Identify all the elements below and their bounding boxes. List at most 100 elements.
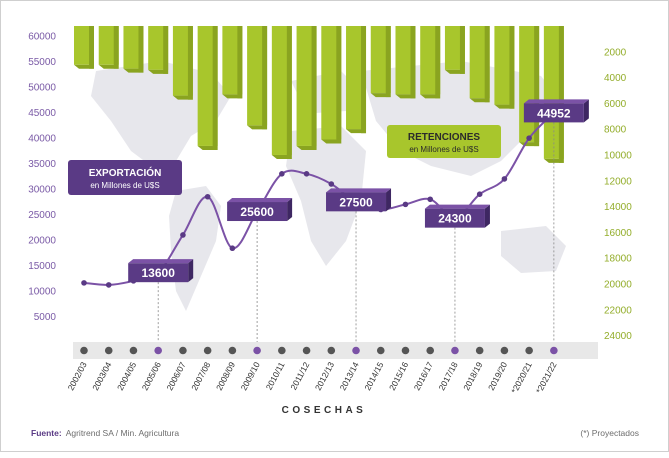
retenciones-bar-tip: [444, 69, 465, 74]
value-label-text: 13600: [142, 266, 176, 280]
retenciones-bars: [74, 26, 564, 163]
category-label: 2016/17: [412, 360, 435, 392]
category-band: [73, 342, 598, 359]
retenciones-bar-shade: [138, 26, 144, 73]
category-label: 2013/14: [338, 360, 361, 392]
value-label-top: [128, 259, 194, 264]
value-label-box: [523, 103, 584, 123]
category-dot: [203, 346, 212, 355]
retenciones-bar-shade: [212, 26, 218, 150]
category-dot: [154, 346, 162, 355]
right-axis-tick-label: 4000: [604, 73, 627, 84]
category-dot: [376, 346, 385, 355]
value-label-text: 27500: [339, 195, 373, 209]
category-label: 2019/20: [486, 360, 509, 392]
category-dot: [426, 346, 435, 355]
exportacion-point: [229, 245, 236, 252]
value-label-box: [326, 192, 387, 212]
exportacion-point: [279, 171, 285, 177]
category-label: *2021/22: [534, 360, 559, 395]
category-label: 2008/09: [214, 360, 237, 392]
left-axis-tick-label: 50000: [28, 83, 56, 94]
category-dot: [327, 346, 336, 355]
exportacion-point: [328, 181, 335, 187]
legend-retenciones-title: RETENCIONES: [408, 132, 481, 143]
category-dot: [475, 346, 484, 355]
right-axis-tick-label: 14000: [604, 202, 632, 213]
retenciones-bar-shade: [558, 26, 564, 163]
exportacion-point: [81, 280, 87, 286]
category-label: 2011/12: [288, 360, 311, 392]
value-label: 24300: [424, 204, 490, 228]
left-axis-tick-label: 20000: [28, 236, 56, 247]
category-dot: [525, 346, 533, 355]
right-axis-tick-label: 2000: [604, 47, 627, 58]
retenciones-bar-tip: [222, 94, 243, 99]
value-label-top: [523, 99, 589, 104]
category-dot: [129, 346, 138, 355]
footer-source: Fuente: Agritrend SA / Min. Agricultura: [31, 428, 179, 438]
left-axis-tick-label: 35000: [28, 159, 56, 170]
category-dot: [352, 346, 360, 355]
retenciones-bar-shade: [286, 26, 292, 159]
category-dot: [302, 346, 311, 355]
value-label-side: [583, 99, 589, 123]
value-label: 44952: [523, 99, 589, 123]
category-dot: [550, 346, 558, 355]
category-dot: [253, 346, 261, 355]
retenciones-bar-tip: [469, 98, 490, 103]
retenciones-bar-shade: [509, 26, 515, 109]
category-dot: [228, 346, 237, 355]
category-label: *2020/21: [509, 360, 534, 395]
right-axis-tick-label: 12000: [604, 176, 632, 187]
category-label: 2003/04: [90, 360, 113, 392]
value-label-top: [326, 188, 392, 193]
footer-source-label: Fuente:: [31, 428, 62, 438]
retenciones-bar-shade: [410, 26, 416, 99]
retenciones-bar-tip: [247, 125, 268, 130]
category-label: 2010/11: [264, 360, 287, 392]
category-dot: [278, 346, 286, 355]
left-axis-tick-label: 45000: [28, 108, 56, 119]
category-label: 2014/15: [362, 360, 385, 392]
retenciones-bar-tip: [395, 94, 416, 99]
x-axis-title: COSECHAS: [282, 405, 367, 416]
value-label: 25600: [227, 198, 293, 222]
value-label-text: 25600: [240, 205, 274, 219]
retenciones-bar-shade: [187, 26, 193, 100]
category-label: 2005/06: [140, 360, 163, 392]
left-axis-tick-label: 60000: [28, 32, 56, 43]
category-dot: [500, 346, 509, 355]
exportacion-point: [526, 135, 532, 141]
right-axis-tick-label: 6000: [604, 99, 627, 110]
right-axis-tick-label: 22000: [604, 305, 632, 316]
retenciones-bar-tip: [543, 158, 564, 163]
left-axis-tick-label: 25000: [28, 210, 56, 221]
category-label: 2018/19: [461, 360, 484, 392]
retenciones-bar-shade: [534, 26, 540, 147]
value-label: 27500: [326, 188, 392, 212]
legend-retenciones-box: [387, 125, 501, 158]
left-axis-tick-label: 55000: [28, 57, 56, 68]
retenciones-bar-shade: [336, 26, 342, 144]
retenciones-bar-tip: [494, 104, 515, 109]
right-axis-tick-label: 10000: [604, 150, 632, 161]
category-label: 2002/03: [66, 360, 89, 392]
category-label: 2012/13: [313, 360, 336, 392]
category-dot: [80, 346, 88, 355]
retenciones-bar-shade: [237, 26, 243, 99]
exportacion-point: [501, 176, 508, 182]
right-axis-tick-label: 16000: [604, 228, 632, 239]
footer-note: (*) Proyectados: [580, 428, 639, 438]
exportacion-point: [180, 232, 186, 238]
left-axis-tick-label: 15000: [28, 261, 56, 272]
value-label-side: [386, 188, 392, 212]
retenciones-bar: [123, 26, 144, 69]
left-axis-tick-label: 10000: [28, 287, 56, 298]
retenciones-bar-shade: [459, 26, 465, 74]
exportacion-point: [476, 191, 483, 197]
category-label: 2004/05: [115, 360, 138, 392]
left-axis-tick-label: 5000: [34, 312, 57, 323]
